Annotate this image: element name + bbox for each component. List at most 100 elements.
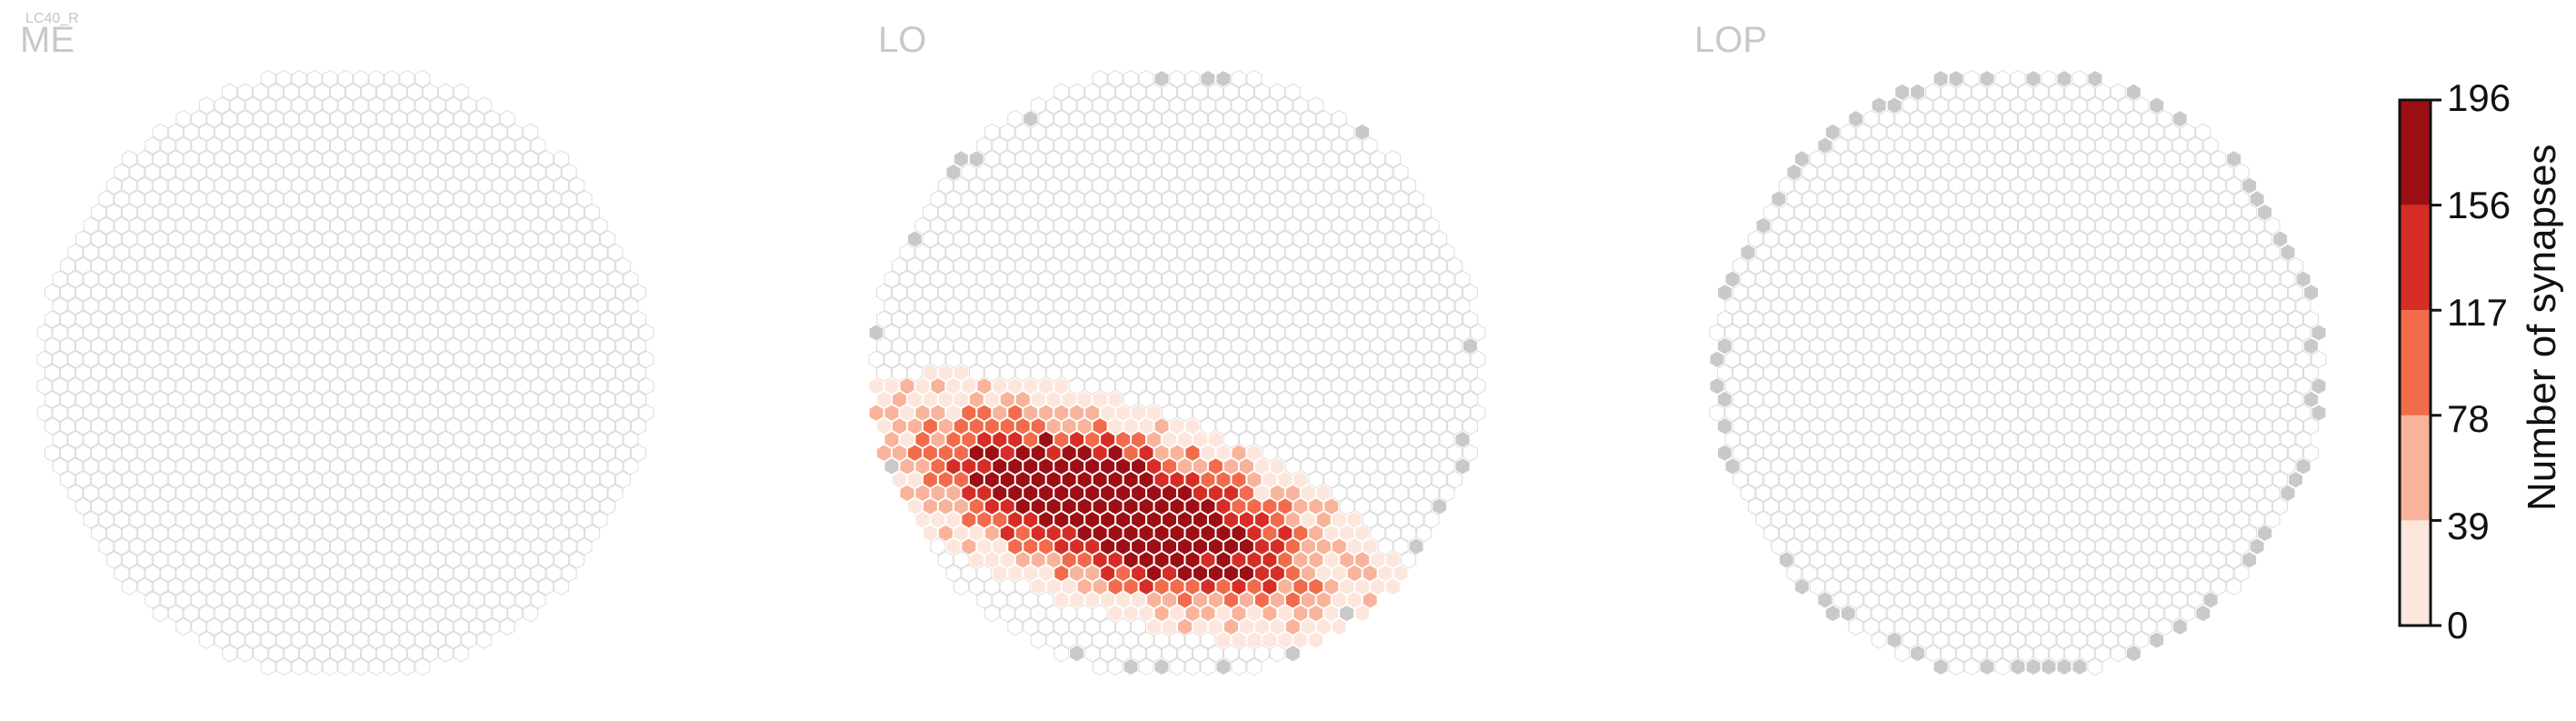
me-hex-cell [237, 484, 254, 503]
lo-hex-cell [1439, 484, 1455, 503]
me-hex-cell [268, 376, 285, 396]
lo-hex-cell [968, 551, 984, 569]
me-hex-cell [492, 150, 508, 168]
lo-hex-cell [1138, 417, 1154, 436]
lop-hex-cell [1979, 123, 1995, 142]
lo-hex-cell [1300, 324, 1316, 342]
lo-hex-cell [1246, 336, 1263, 355]
lop-hex-cell [2072, 390, 2088, 409]
me-hex-cell [523, 577, 539, 596]
lo-hex-cell [1061, 336, 1077, 355]
me-hex-cell [576, 270, 593, 288]
lo-hex-cell [1408, 296, 1424, 315]
me-hex-cell [315, 243, 331, 262]
me-hex-cell [275, 551, 292, 569]
lo-hex-cell [1153, 577, 1170, 596]
me-hex-cell [561, 163, 577, 182]
me-hex-cell [545, 376, 562, 396]
lo-hex-cell [1308, 497, 1324, 516]
me-hex-cell [514, 243, 531, 262]
me-hex-cell [222, 404, 238, 422]
lo-hex-cell [1007, 296, 1023, 315]
lo-hex-cell [953, 577, 969, 596]
lop-hex-cell [1956, 136, 1972, 155]
lo-hex-cell [1300, 430, 1316, 449]
me-hex-cell [191, 270, 207, 288]
me-hex-cell [353, 444, 369, 462]
me-hex-cell [360, 564, 376, 583]
me-hex-cell [237, 430, 254, 449]
me-hex-cell [245, 96, 261, 115]
me-hex-cell [484, 296, 500, 315]
lo-hex-cell [1262, 336, 1278, 355]
lo-hex-cell [1200, 364, 1216, 382]
lop-hex-cell [2211, 497, 2227, 516]
lo-hex-cell [1162, 404, 1177, 422]
me-hex-cell [461, 96, 477, 115]
lop-hex-cell [2264, 270, 2281, 288]
lo-hex-cell [1346, 537, 1363, 556]
me-hex-cell [191, 564, 207, 583]
me-hex-cell [514, 190, 531, 208]
me-hex-cell [468, 243, 484, 262]
lo-hex-cell [1447, 364, 1463, 382]
lop-hex-cell [1717, 444, 1732, 462]
lop-hex-cell [2272, 336, 2289, 355]
me-hex-cell [299, 243, 315, 262]
lop-hex-cell [2102, 551, 2119, 569]
lo-hex-cell [914, 457, 931, 476]
lop-hex-cell [1948, 551, 1964, 569]
lop-hex-cell [1817, 564, 1833, 583]
me-hex-cell [530, 537, 546, 556]
me-hex-cell [414, 123, 431, 142]
lop-hex-cell [2041, 69, 2057, 88]
lop-hex-cell [1871, 284, 1887, 302]
lo-hex-cell [1107, 203, 1123, 222]
lop-hex-cell [2141, 430, 2157, 449]
me-hex-cell [214, 364, 230, 382]
lop-hex-cell [2133, 176, 2150, 195]
lop-hex-cell [2118, 470, 2134, 489]
me-hex-cell [222, 324, 238, 342]
me-hex-cell [530, 136, 546, 155]
lop-hex-cell [2079, 243, 2095, 262]
lop-hex-cell [1802, 376, 1818, 396]
me-hex-cell [554, 336, 570, 355]
lo-hex-cell [1192, 510, 1208, 529]
lo-hex-cell [1463, 390, 1478, 409]
me-hex-cell [507, 470, 524, 489]
lop-hex-cell [2094, 644, 2111, 663]
me-hex-cell [322, 604, 338, 623]
me-hex-cell [306, 310, 323, 328]
me-hex-cell [268, 430, 285, 449]
lop-hex-cell [1979, 176, 1995, 195]
lo-hex-cell [1207, 83, 1223, 102]
me-hex-cell [484, 457, 500, 476]
lop-hex-cell [1855, 310, 1872, 328]
lo-hex-cell [1262, 497, 1278, 516]
me-hex-cell [384, 310, 400, 328]
lo-hex-cell [1084, 644, 1101, 663]
lop-hex-cell [1848, 617, 1864, 636]
lop-hex-cell [2288, 444, 2303, 462]
me-hex-cell [353, 417, 369, 436]
lo-hex-cell [1084, 457, 1101, 476]
lop-hex-cell [2063, 296, 2080, 315]
lo-hex-cell [1045, 203, 1062, 222]
lop-hex-cell [1848, 136, 1864, 155]
me-hex-cell [183, 417, 199, 436]
lo-hex-cell [1115, 591, 1132, 609]
me-hex-cell [538, 497, 554, 516]
lo-hex-cell [1231, 390, 1247, 409]
lo-hex-cell [1107, 417, 1123, 436]
lo-hex-cell [1231, 336, 1247, 355]
lo-hex-cell [1146, 457, 1163, 476]
lo-hex-cell [1300, 109, 1316, 128]
me-hex-cell [576, 190, 593, 208]
me-hex-cell [330, 457, 345, 476]
lop-hex-cell [2056, 364, 2072, 382]
lop-hex-cell [2032, 457, 2049, 476]
me-hex-cell [160, 163, 176, 182]
lop-hex-cell [1886, 150, 1902, 168]
lop-hex-cell [1948, 69, 1964, 88]
